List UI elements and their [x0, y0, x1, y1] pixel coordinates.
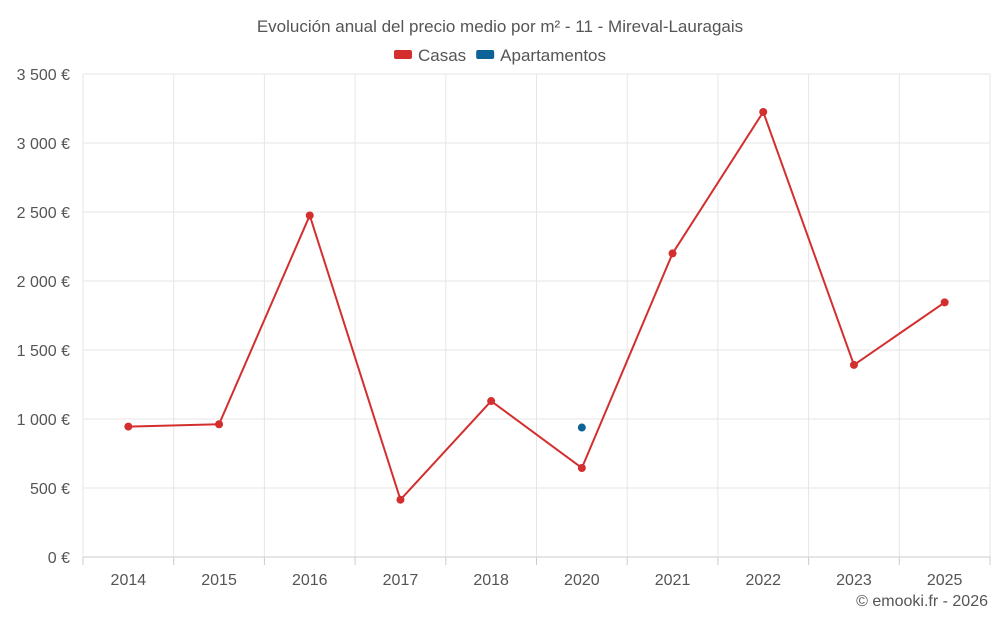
series-casas: [124, 107, 949, 504]
data-point[interactable]: [940, 298, 949, 307]
data-point[interactable]: [215, 420, 224, 429]
data-point[interactable]: [759, 107, 768, 116]
y-tick-label: 1 500 €: [17, 343, 70, 360]
y-tick-label: 0 €: [48, 550, 70, 567]
y-tick-label: 1 000 €: [17, 412, 70, 429]
data-point[interactable]: [487, 397, 496, 406]
series-apartamentos: [577, 423, 586, 432]
y-axis: 0 € 500 € 1 000 € 1 500 € 2 000 € 2 500 € 3 00…: [17, 67, 70, 567]
x-tick-label: 2014: [111, 572, 147, 589]
x-tick-label: 2025: [927, 572, 963, 589]
data-point[interactable]: [124, 422, 133, 431]
x-tick-label: 2015: [201, 572, 237, 589]
credit-text: © emooki.fr - 2026: [856, 593, 988, 610]
data-point[interactable]: [577, 423, 586, 432]
data-point[interactable]: [305, 211, 314, 220]
grid: [82, 73, 991, 558]
legend-swatch: [393, 50, 412, 59]
x-tick-label: 2017: [383, 572, 419, 589]
legend-item[interactable]: Apartamentos: [476, 46, 606, 65]
data-point[interactable]: [849, 360, 858, 369]
y-tick-label: 3 000 €: [17, 136, 70, 153]
data-point[interactable]: [668, 249, 677, 258]
x-tick-label: 2023: [836, 572, 872, 589]
x-tick-label: 2020: [564, 572, 600, 589]
x-tick-label: 2016: [292, 572, 328, 589]
y-tick-label: 2 000 €: [17, 274, 70, 291]
data-point[interactable]: [577, 463, 586, 472]
legend-swatch: [476, 50, 495, 59]
x-tick-label: 2021: [655, 572, 691, 589]
y-tick-label: 3 500 €: [17, 67, 70, 84]
series-layer: [124, 107, 949, 504]
legend-label: Apartamentos: [500, 46, 606, 65]
x-tick-label: 2022: [745, 572, 781, 589]
series-line: [128, 110, 946, 501]
y-tick-label: 500 €: [30, 481, 70, 498]
legend-label: Casas: [418, 46, 466, 65]
x-axis: 2014 2015 2016 2017 2018 2020 2021 2022 2023 2025: [82, 557, 991, 589]
chart-title: Evolución anual del precio medio por m² …: [257, 17, 743, 36]
data-point[interactable]: [396, 495, 405, 504]
y-tick-label: 2 500 €: [17, 205, 70, 222]
legend-item[interactable]: Casas: [393, 46, 466, 65]
legend: Casas Apartamentos: [393, 46, 606, 65]
x-tick-label: 2018: [473, 572, 509, 589]
